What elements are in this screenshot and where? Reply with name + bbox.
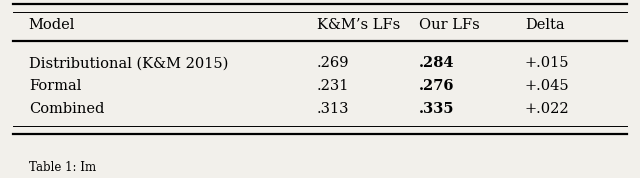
Text: Formal: Formal (29, 79, 81, 93)
Text: .335: .335 (419, 103, 454, 116)
Text: Delta: Delta (525, 18, 564, 32)
Text: .231: .231 (317, 79, 349, 93)
Text: Model: Model (29, 18, 75, 32)
Text: .276: .276 (419, 79, 454, 93)
Text: .284: .284 (419, 56, 454, 70)
Text: Table 1: Im: Table 1: Im (29, 161, 96, 174)
Text: .313: .313 (317, 103, 349, 116)
Text: Distributional (K&M 2015): Distributional (K&M 2015) (29, 56, 228, 70)
Text: K&M’s LFs: K&M’s LFs (317, 18, 400, 32)
Text: +.015: +.015 (525, 56, 570, 70)
Text: +.022: +.022 (525, 103, 570, 116)
Text: Combined: Combined (29, 103, 104, 116)
Text: Our LFs: Our LFs (419, 18, 480, 32)
Text: +.045: +.045 (525, 79, 570, 93)
Text: .269: .269 (317, 56, 349, 70)
